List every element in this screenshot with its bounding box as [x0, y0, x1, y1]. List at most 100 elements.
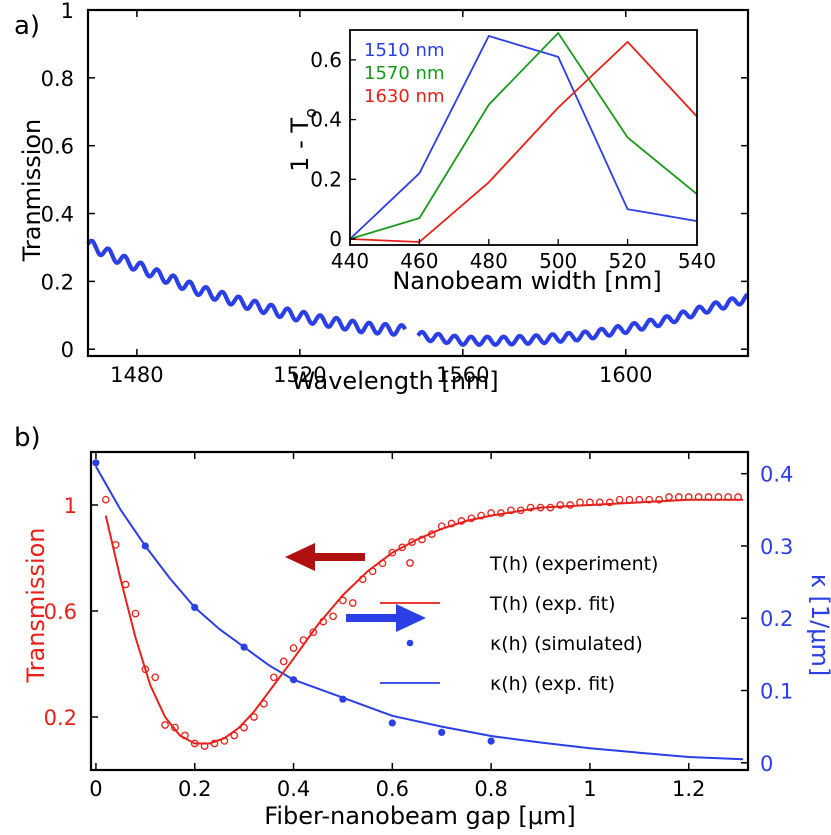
inset-legend-1630: 1630 nm [364, 86, 444, 107]
panel-a: 1480 1520 1560 1600 0 0.2 0.4 0.6 0.8 1 Waveleng… [18, 0, 750, 395]
panel-a-x-tick-label: 1480 [110, 363, 163, 387]
panel-b-y-left-tick-label: 0.6 [44, 600, 77, 624]
inset-plot-lines [349, 31, 698, 243]
transmission-experiment-point [586, 498, 594, 507]
inset-y-ticks: 0 0.2 0.4 0.6 [310, 48, 356, 251]
transmission-experiment-point [398, 543, 407, 552]
legend-label-experiment: T(h) (experiment) [489, 553, 658, 575]
transmission-experiment-point [684, 493, 693, 501]
panel-b-x-tick-label: 1 [583, 777, 596, 801]
inset-y-tick-label: 0 [329, 227, 342, 251]
panel-b-y-left-tick-label: 0.2 [44, 706, 77, 730]
transmission-experiment-point [734, 493, 742, 501]
panel-a-series-1 [86, 238, 408, 337]
panel-b-y-right-tick-label: 0.4 [760, 463, 793, 487]
inset-legend-1570: 1570 nm [364, 63, 444, 84]
panel-a-y-tick-label: 0.4 [41, 203, 74, 227]
transmission-experiment-point [378, 559, 387, 568]
transmission-experiment-point [694, 493, 703, 501]
inset-x-tick-label: 520 [609, 249, 647, 273]
transmission-experiment-point [161, 721, 169, 729]
panel-b-y-right-ticks: 0 0.1 0.2 0.3 0.4 [741, 463, 793, 776]
panel-a-y-tick-label: 0.8 [41, 67, 74, 91]
transmission-experiment-point [516, 506, 525, 515]
transmission-experiment-point [368, 567, 377, 576]
transmission-experiment-point [526, 503, 535, 512]
transmission-experiment-point [141, 665, 150, 674]
panel-b-x-tick-label: 0.8 [474, 777, 507, 801]
inset-y-label-group: 1 - To [286, 108, 320, 172]
inset-y-tick-label: 0.4 [310, 108, 342, 132]
transmission-experiment-point [190, 739, 199, 748]
inset-x-ticks: 440 460 480 500 520 540 [331, 239, 716, 273]
transmission-experiment-point [427, 530, 436, 538]
legend-label-simulated: κ(h) (simulated) [490, 633, 643, 655]
transmission-experiment-point [714, 493, 723, 501]
transmission-experiment-point [200, 742, 209, 750]
kappa-simulated-point [487, 737, 495, 745]
transmission-experiment-point [388, 548, 397, 557]
transmission-experiment-point [674, 493, 683, 501]
panel-a-x-tick-label: 1600 [599, 363, 652, 387]
panel-b-plot-lines [92, 459, 744, 761]
inset-x-label: Nanobeam width [nm] [392, 267, 661, 295]
panel-a-y-tick-label: 0 [61, 338, 74, 362]
panel-b-x-tick-label: 0.6 [376, 777, 409, 801]
transmission-experiment-point [348, 599, 357, 607]
transmission-experiment-point [704, 493, 713, 501]
transmission-experiment-point [299, 636, 308, 644]
transmission-experiment-point [655, 495, 663, 504]
transmission-experiment-point [546, 503, 555, 512]
transmission-experiment-point [121, 580, 130, 589]
panel-a-x-tick-label: 1520 [273, 363, 326, 387]
arrow-right-axis [346, 604, 426, 632]
transmission-experiment-point [101, 495, 110, 504]
transmission-experiment-point [230, 731, 239, 740]
legend-marker-simulated [406, 639, 414, 647]
panel-b-y-right-tick-label: 0.1 [760, 680, 793, 704]
inset-frame [349, 29, 698, 246]
transmission-experiment-point [487, 509, 495, 517]
panel-b-x-label: Fiber-nanobeam gap [μm] [264, 802, 575, 830]
inset-series-1510-nm [349, 34, 698, 240]
panel-b-x-tick-label: 1.2 [672, 777, 705, 801]
kappa-simulated-point [191, 603, 199, 612]
inset-y-tick-label: 0.6 [310, 48, 342, 72]
transmission-experiment-point [250, 713, 258, 721]
transmission-experiment-point [477, 511, 486, 520]
inset-y-label-main: 1 - T [286, 118, 314, 172]
transmission-experiment-point [279, 657, 288, 666]
arrow-left-axis [285, 543, 365, 571]
kappa-simulated-point [289, 676, 298, 684]
panel-a-series-2 [416, 292, 749, 347]
transmission-experiment-point [536, 503, 545, 512]
transmission-experiment-point [665, 493, 673, 501]
legend-marker-experiment [406, 559, 414, 567]
transmission-experiment-point [507, 506, 515, 515]
transmission-experiment-point [171, 723, 179, 732]
panel-b-x-tick-label: 0 [89, 777, 102, 801]
transmission-experiment-point [269, 673, 278, 682]
transmission-experiment-point [260, 699, 268, 708]
panel-b-legend: T(h) (experiment) T(h) (exp. fit) κ(h) (… [380, 553, 658, 695]
inset-x-tick-label: 460 [400, 249, 438, 273]
transmission-experiment-point [566, 501, 575, 509]
panel-b-y-right-tick-label: 0.2 [760, 607, 793, 631]
inset-background [350, 30, 697, 245]
panel-a-y-ticks: 0 0.2 0.4 0.6 0.8 1 [41, 0, 748, 362]
panel-b-x-tick-label: 0.4 [277, 777, 310, 801]
panel-a-plot-lines [86, 238, 749, 347]
transmission-experiment-point [131, 609, 140, 618]
transmission-experiment-point [111, 540, 120, 549]
transmission-experiment-point [457, 517, 466, 525]
transmission-experiment-point [220, 737, 229, 745]
panel-a-label: a) [14, 11, 40, 41]
panel-a-y-tick-label: 0.2 [41, 270, 74, 294]
inset-y-label: 1 - To [286, 108, 320, 172]
transmission-experiment-point [645, 495, 654, 504]
kappa-simulated-point [92, 459, 100, 467]
kappa-simulated-point [240, 643, 248, 651]
legend-label-t-fit: T(h) (exp. fit) [489, 593, 616, 615]
inset-series-1570-nm [349, 31, 698, 240]
